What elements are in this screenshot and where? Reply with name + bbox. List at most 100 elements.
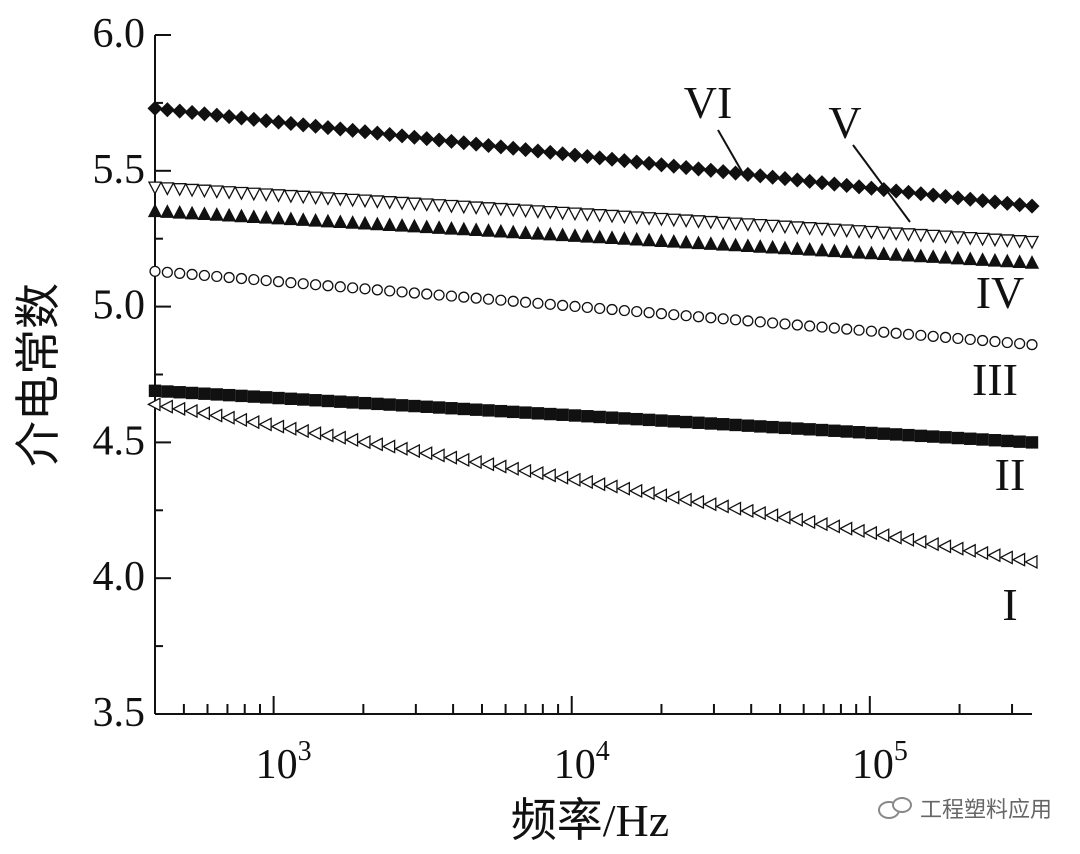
series-III-point: [532, 297, 544, 309]
series-IV-point: [259, 210, 274, 224]
series-I-point: [431, 448, 445, 463]
series-III-point: [705, 312, 717, 324]
series-IV-point: [567, 228, 583, 242]
series-VI-point: [678, 160, 694, 176]
series-II-point: [630, 412, 643, 426]
series-III-point: [717, 313, 729, 325]
series-IV-point: [666, 234, 681, 248]
series-IV-point: [839, 244, 854, 258]
series-II-point: [148, 384, 162, 397]
series-IV-point: [271, 210, 286, 225]
series-III-point: [643, 307, 655, 319]
series-V-point: [901, 228, 916, 242]
series-II-point: [161, 385, 174, 398]
series-V-point: [679, 214, 694, 228]
series-IV-point: [641, 232, 657, 247]
series-I-point: [1023, 554, 1038, 570]
label-leader-V: [852, 144, 911, 223]
series-I-point: [814, 517, 828, 532]
series-II-point: [741, 419, 755, 432]
series-V-point: [419, 198, 434, 212]
series-I-point: [443, 450, 458, 465]
series-I-point: [715, 499, 729, 514]
series-II-point: [1013, 435, 1026, 448]
series-III-point: [804, 320, 816, 332]
series-III-point: [421, 288, 433, 300]
series-III-point: [371, 284, 383, 296]
series-I-point: [468, 454, 482, 470]
series-VI-point: [690, 161, 707, 177]
series-III-point: [396, 286, 408, 298]
series-I-point: [986, 548, 1001, 563]
series-IV-point: [555, 227, 570, 242]
series-I-point: [875, 528, 890, 543]
series-VI-point: [159, 102, 175, 118]
series-VI-point: [863, 180, 879, 196]
series-II-point: [605, 411, 619, 424]
series-III-point: [272, 276, 285, 288]
series-I-point: [912, 534, 927, 550]
series-I-point: [665, 490, 680, 505]
series-VI-point: [938, 188, 954, 204]
series-V-point: [456, 200, 471, 215]
series-IV-point: [530, 226, 546, 240]
series-III-point: [445, 290, 458, 302]
series-I-point: [406, 443, 420, 459]
series-III-point: [384, 285, 396, 297]
series-I-point: [245, 415, 260, 430]
series-IV-point: [827, 243, 842, 258]
series-II-point: [445, 402, 458, 415]
series-VI-point: [468, 136, 484, 152]
series-VI-point: [604, 151, 620, 167]
series-II-point: [259, 391, 273, 404]
series-II-point: [494, 404, 508, 418]
series-VI-point: [555, 146, 571, 162]
series-I-point: [616, 481, 630, 496]
series-III-point: [841, 323, 853, 335]
series-VI-point: [641, 155, 657, 171]
series-IV-point: [864, 245, 879, 260]
series-II-point: [519, 406, 532, 419]
series-I-point: [604, 479, 618, 494]
series-III-point: [433, 289, 445, 301]
series-label-IV: IV: [976, 267, 1025, 318]
series-V-point: [592, 209, 607, 223]
series-VI-point: [826, 176, 842, 192]
series-V-point: [1024, 235, 1040, 250]
series-III-point: [902, 328, 915, 340]
series-II-point: [840, 425, 853, 438]
series-V-point: [839, 224, 854, 238]
series-II-point: [939, 431, 952, 444]
series-IV-point: [753, 239, 768, 253]
series-II-point: [272, 391, 285, 405]
series-V-point: [394, 196, 410, 211]
series-II-point: [408, 399, 421, 413]
series-IV-point: [851, 244, 867, 259]
series-VI-point: [369, 125, 385, 141]
series-II-point: [198, 387, 211, 400]
series-II-point: [210, 388, 223, 401]
series-II-point: [815, 423, 829, 437]
series-I-point: [566, 472, 581, 487]
series-V-point: [617, 210, 632, 225]
series-V-point: [444, 199, 459, 214]
series-II-point: [766, 420, 779, 434]
series-I-point: [307, 426, 322, 441]
series-III-point: [161, 266, 173, 278]
series-III-point: [890, 327, 902, 339]
series-II-point: [531, 407, 545, 420]
series-VI-point: [666, 158, 682, 174]
series-III-point: [594, 302, 606, 315]
series-V-point: [147, 181, 163, 196]
series-II-point: [667, 415, 680, 428]
series-VI-point: [233, 110, 249, 126]
series-III-point: [976, 334, 989, 347]
series-I-point: [480, 457, 495, 472]
series-IV-point: [431, 220, 447, 234]
series-IV-point: [617, 231, 632, 245]
series-VI-point: [382, 126, 398, 143]
series-VI-point: [357, 124, 373, 140]
series-V-point: [827, 223, 842, 238]
series-V-point: [431, 199, 447, 213]
series-VI-point: [777, 171, 793, 187]
